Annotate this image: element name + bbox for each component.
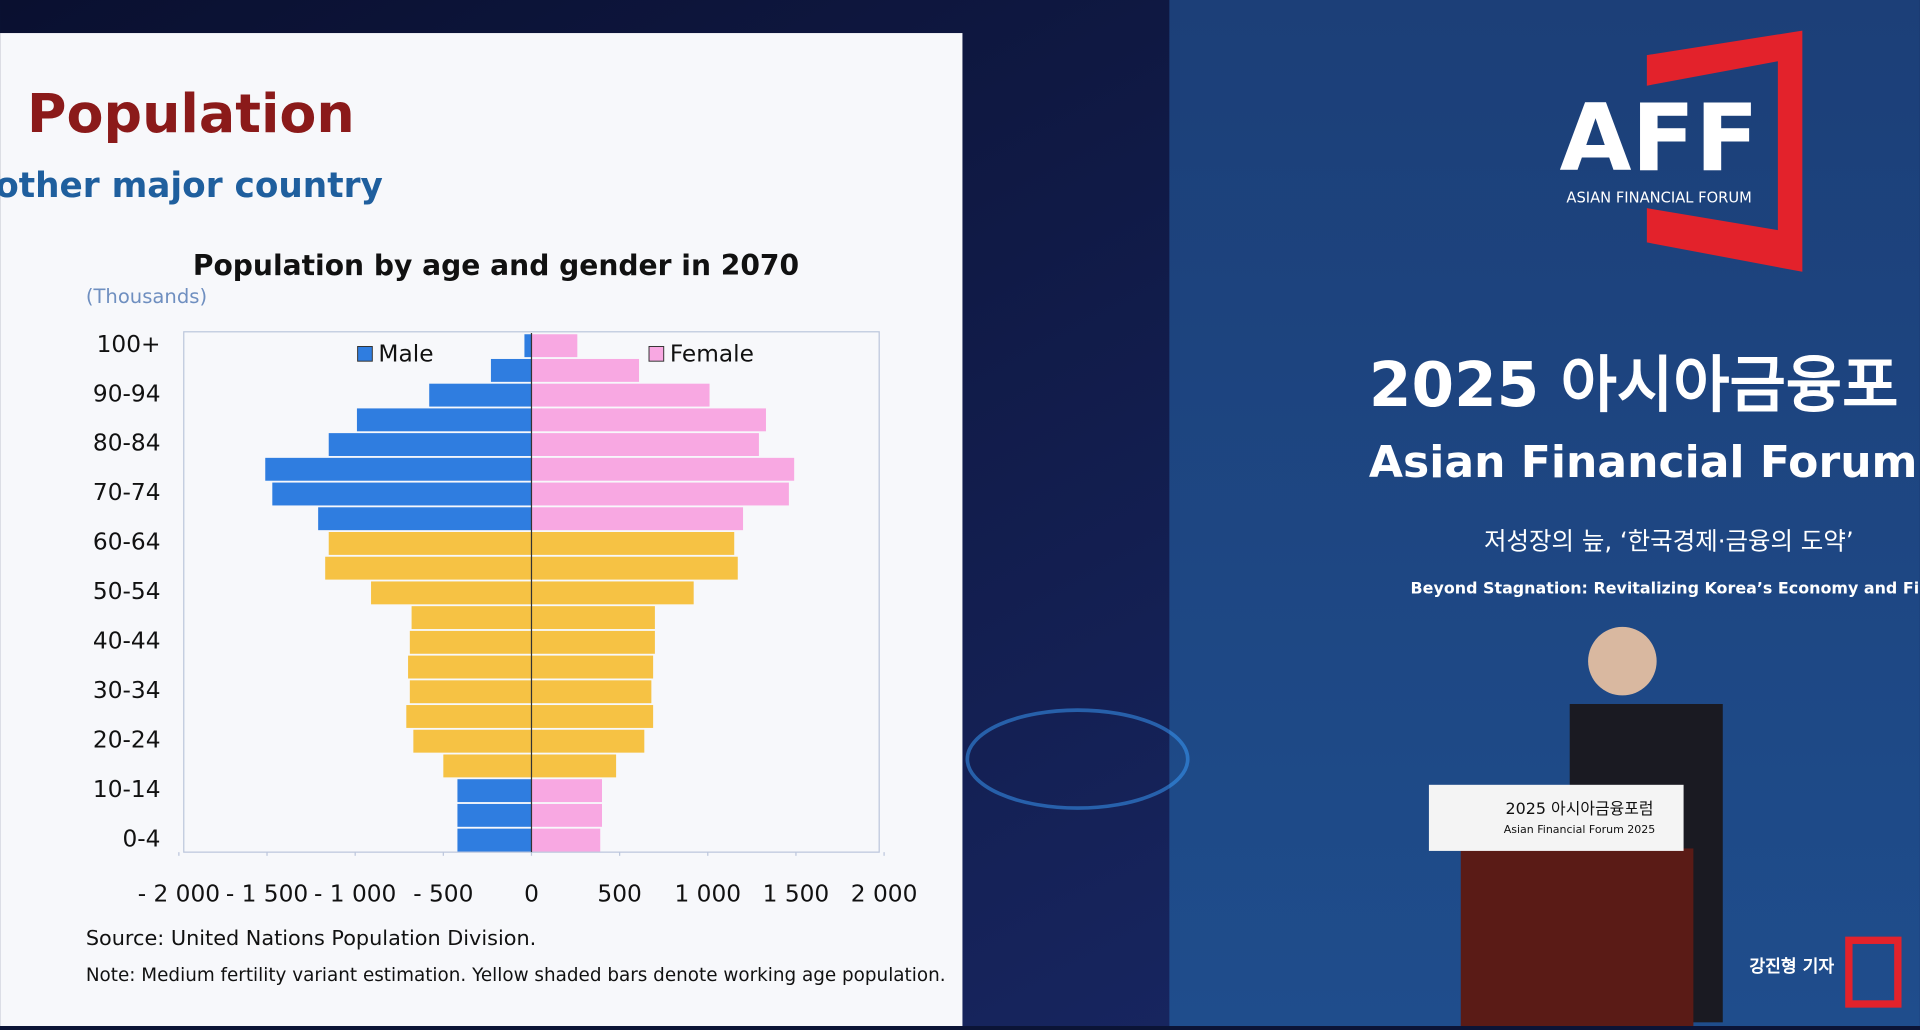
bar xyxy=(457,803,532,827)
bar xyxy=(531,457,795,481)
bar xyxy=(531,680,652,704)
bar xyxy=(531,358,640,382)
slide-title: Population xyxy=(27,82,355,145)
bar xyxy=(443,754,532,778)
x-tick-label: 0 xyxy=(524,880,539,907)
bar xyxy=(531,433,759,457)
credit-logo xyxy=(1845,936,1902,1008)
x-tick-label: - 2 000 xyxy=(138,880,220,907)
x-tick-label: 1 500 xyxy=(763,880,830,907)
logo-frame xyxy=(1646,30,1803,272)
x-tick-label: - 1 500 xyxy=(226,880,308,907)
bar xyxy=(531,779,603,803)
x-tick-label: 500 xyxy=(597,880,641,907)
legend-swatch xyxy=(357,345,373,362)
bar xyxy=(325,556,532,580)
stage-title-ko: 2025 아시아금융포 xyxy=(1369,350,1898,421)
bar xyxy=(328,532,532,555)
x-tick-label: 2 000 xyxy=(851,880,918,907)
bar xyxy=(457,779,532,803)
y-tick-label: 100+ xyxy=(97,331,161,358)
bar xyxy=(531,705,654,728)
stage: AFF ASIAN FINANCIAL FORUM 2025 아시아금융포 As… xyxy=(1369,30,1920,1026)
bar xyxy=(531,754,617,778)
slide-subtitle: other major country xyxy=(0,166,383,206)
y-tick-label: 40-44 xyxy=(93,628,161,655)
bar xyxy=(531,507,744,531)
note: Note: Medium fertility variant estimatio… xyxy=(86,965,946,986)
y-tick-label: 70-74 xyxy=(93,479,161,506)
y-tick-label: 0-4 xyxy=(123,825,161,852)
bar xyxy=(531,803,603,827)
x-tick-label: - 500 xyxy=(413,880,473,907)
bar xyxy=(531,828,601,852)
bar xyxy=(531,581,694,605)
bar xyxy=(531,408,766,432)
logo-caption: ASIAN FINANCIAL FORUM xyxy=(1566,189,1751,206)
stage-title-en: Asian Financial Forum 2 xyxy=(1369,437,1920,488)
bar xyxy=(409,680,532,704)
bar xyxy=(272,482,532,506)
y-tick-label: 50-54 xyxy=(93,578,161,605)
bar xyxy=(531,532,735,555)
logo: AFF xyxy=(1560,84,1759,192)
bar xyxy=(406,705,532,728)
y-tick-label: 60-64 xyxy=(93,529,161,556)
source: Source: United Nations Population Divisi… xyxy=(86,926,536,950)
y-tick-label: 30-34 xyxy=(93,677,161,704)
bar xyxy=(265,457,532,481)
x-tick-label: 1 000 xyxy=(675,880,742,907)
bar xyxy=(429,383,532,407)
bar xyxy=(531,655,654,679)
unit-label: (Thousands) xyxy=(86,285,207,308)
bar xyxy=(413,729,532,753)
stage-theme-ko: 저성장의 늪, ‘한국경제·금융의 도약’ xyxy=(1484,526,1854,555)
bar xyxy=(531,334,578,358)
legend-label: Male xyxy=(378,341,433,368)
stage-theme-en: Beyond Stagnation: Revitalizing Korea’s … xyxy=(1411,578,1920,597)
bar xyxy=(408,655,532,679)
decor-ring xyxy=(965,708,1190,810)
bar xyxy=(531,729,645,753)
bar xyxy=(409,630,532,654)
podium-en: Asian Financial Forum 2025 xyxy=(1504,823,1656,836)
bar xyxy=(457,828,532,852)
bar xyxy=(328,433,532,457)
bar xyxy=(371,581,532,605)
bar xyxy=(531,556,738,580)
y-tick-label: 80-84 xyxy=(93,430,161,457)
bar xyxy=(318,507,532,531)
x-tick-label: - 1 000 xyxy=(314,880,396,907)
credit: 강진형 기자 xyxy=(1749,956,1834,977)
bar xyxy=(531,383,710,407)
legend-swatch xyxy=(648,345,665,362)
podium xyxy=(1460,848,1694,1026)
y-tick-label: 10-14 xyxy=(93,776,161,803)
podium-ko: 2025 아시아금융포럼 xyxy=(1506,799,1654,818)
bar xyxy=(411,606,532,630)
y-tick-label: 90-94 xyxy=(93,380,161,407)
speaker-head xyxy=(1588,626,1657,696)
chart-title: Population by age and gender in 2070 xyxy=(193,249,799,282)
y-tick-label: 20-24 xyxy=(93,726,161,753)
bar xyxy=(531,482,789,506)
podium-sign xyxy=(1428,784,1684,851)
bar xyxy=(531,630,655,654)
legend-label: Female xyxy=(670,341,754,368)
bar xyxy=(490,358,532,382)
bar xyxy=(524,334,532,358)
bar xyxy=(531,606,655,630)
bar xyxy=(356,408,532,432)
